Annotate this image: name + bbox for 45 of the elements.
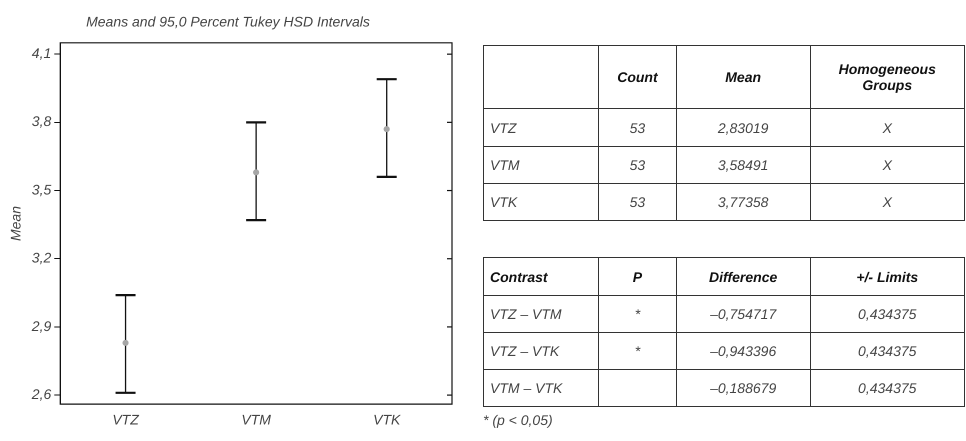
y-tick-label: 4,1 xyxy=(32,45,52,62)
text: 0,434375 xyxy=(810,332,964,370)
text: X xyxy=(810,146,964,184)
chart-title: Means and 95,0 Percent Tukey HSD Intervals xyxy=(86,13,370,30)
text: VTZ xyxy=(484,108,599,146)
text: P xyxy=(598,258,676,296)
y-tick-label: 3,8 xyxy=(32,113,52,130)
text: Homogeneous Groups xyxy=(810,46,964,108)
point xyxy=(122,340,129,346)
y-axis-title: Mean xyxy=(7,206,24,242)
x-tick-label: VTZ xyxy=(112,411,140,428)
text: –0,943396 xyxy=(676,332,810,370)
text: * xyxy=(598,296,676,332)
text: Difference xyxy=(676,258,810,296)
text: 2,83019 xyxy=(676,108,810,146)
text: 3,77358 xyxy=(676,184,810,220)
x-tick-label: VTK xyxy=(373,411,401,428)
x-tick-label: VTM xyxy=(241,411,272,428)
text: VTM xyxy=(484,146,599,184)
text: +/- Limits xyxy=(810,258,964,296)
text: 0,434375 xyxy=(810,296,964,332)
text: 3,58491 xyxy=(676,146,810,184)
point xyxy=(384,126,390,132)
text: VTZ – VTM xyxy=(484,296,599,332)
text: 53 xyxy=(598,108,676,146)
text: Contrast xyxy=(484,258,599,296)
y-tick-label: 2,6 xyxy=(30,386,52,402)
text: VTK xyxy=(484,184,599,220)
text: VTZ – VTK xyxy=(484,332,599,370)
text: Count xyxy=(598,46,676,108)
text: –0,754717 xyxy=(676,296,810,332)
point xyxy=(253,169,260,176)
text: X xyxy=(810,184,964,220)
y-tick-label: 3,5 xyxy=(32,181,52,198)
text: * (p < 0,05) xyxy=(483,412,553,428)
y-tick-label: 3,2 xyxy=(32,250,52,266)
text: X xyxy=(810,108,964,146)
text: 53 xyxy=(598,184,676,220)
text: –0,188679 xyxy=(676,370,810,406)
text: 0,434375 xyxy=(810,370,964,406)
y-tick-label: 2,9 xyxy=(30,318,52,334)
text: VTM – VTK xyxy=(484,370,599,406)
text: 53 xyxy=(598,146,676,184)
text: * xyxy=(598,332,676,370)
text: Mean xyxy=(676,46,810,108)
